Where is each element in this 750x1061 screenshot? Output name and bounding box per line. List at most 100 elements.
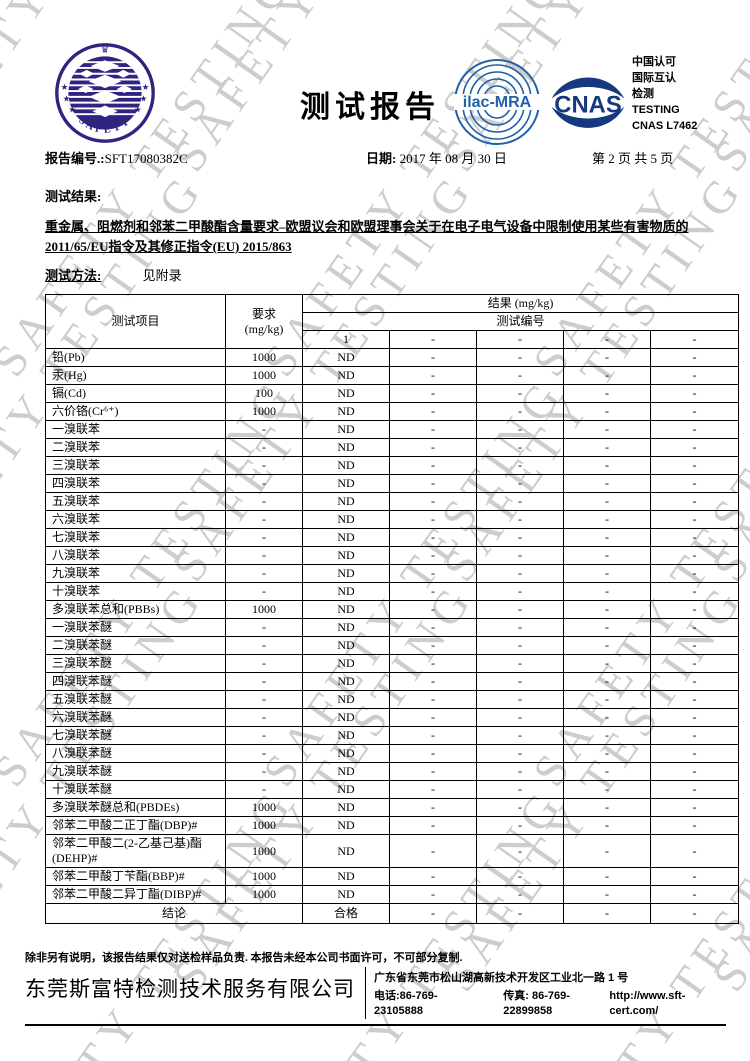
result-cell: -: [476, 456, 564, 475]
result-cell: ND: [302, 456, 390, 475]
result-cell: -: [389, 384, 477, 403]
svg-text:★: ★: [61, 83, 69, 93]
test-number-cell: -: [389, 330, 477, 349]
report-number-value: SFT17080382C: [104, 151, 188, 166]
result-cell: ND: [302, 528, 390, 547]
test-item-cell: 六溴联苯醚: [45, 708, 226, 727]
test-item-cell: 铅(Pb): [45, 348, 226, 367]
requirement-cell: -: [225, 474, 303, 493]
requirement-cell: -: [225, 564, 303, 583]
test-item-cell: 八溴联苯: [45, 546, 226, 565]
result-cell: -: [563, 798, 651, 817]
result-cell: -: [649, 348, 740, 367]
result-cell: -: [649, 708, 740, 727]
test-item-cell: 邻苯二甲酸二异丁酯(DIBP)#: [45, 885, 226, 904]
result-cell: -: [389, 867, 477, 886]
test-number-cell: -: [563, 330, 651, 349]
result-cell: -: [476, 546, 564, 565]
result-cell: ND: [302, 690, 390, 709]
requirement-cell: 1000: [225, 798, 303, 817]
result-cell: -: [563, 582, 651, 601]
result-cell: -: [389, 366, 477, 385]
standard-statement: 重金属、阻燃剂和邻苯二甲酸酯含量要求–欧盟议会和欧盟理事会关于在电子电气设备中限…: [45, 217, 693, 257]
result-cell: -: [389, 690, 477, 709]
accreditation-line: 中国认可: [632, 56, 676, 68]
table-row: 十溴联苯醚 - ND - - - -: [45, 780, 740, 799]
table-row: 邻苯二甲酸二正丁酯(DBP)# 1000 ND - - - -: [45, 816, 740, 835]
result-cell: -: [476, 438, 564, 457]
result-cell: -: [563, 456, 651, 475]
standard-line: 重金属、阻燃剂和邻苯二甲酸酯含量要求–欧盟议会和欧盟理事会关于在电子电气设备中限…: [45, 219, 689, 234]
conclusion-cell: -: [476, 903, 564, 924]
conclusion-cell: 合格: [302, 903, 390, 924]
result-cell: ND: [302, 402, 390, 421]
table-row: 三溴联苯醚 - ND - - - -: [45, 654, 740, 673]
result-cell: ND: [302, 834, 390, 868]
requirement-cell: -: [225, 726, 303, 745]
table-row: 一溴联苯 - ND - - - -: [45, 420, 740, 439]
accreditation-line: 检测: [632, 88, 654, 100]
result-cell: -: [649, 744, 740, 763]
result-cell: -: [563, 726, 651, 745]
result-cell: -: [649, 816, 740, 835]
table-row: 九溴联苯 - ND - - - -: [45, 564, 740, 583]
table-row: 二溴联苯醚 - ND - - - -: [45, 636, 740, 655]
table-row: 一溴联苯醚 - ND - - - -: [45, 618, 740, 637]
result-cell: ND: [302, 366, 390, 385]
result-cell: -: [389, 528, 477, 547]
result-cell: -: [649, 600, 740, 619]
accreditation-line: CNAS L7462: [632, 120, 698, 132]
disclaimer-note: 除非另有说明，该报告结果仅对送检样品负责. 本报告未经本公司书面许可，不可部分复…: [25, 952, 463, 964]
table-row: 邻苯二甲酸丁苄酯(BBP)# 1000 ND - - - -: [45, 867, 740, 886]
requirement-cell: 1000: [225, 348, 303, 367]
table-row: 四溴联苯醚 - ND - - - -: [45, 672, 740, 691]
requirement-cell: -: [225, 510, 303, 529]
result-cell: -: [649, 366, 740, 385]
result-cell: -: [476, 744, 564, 763]
result-cell: -: [563, 546, 651, 565]
result-cell: -: [389, 708, 477, 727]
result-cell: -: [389, 834, 477, 868]
result-cell: ND: [302, 384, 390, 403]
result-cell: -: [476, 492, 564, 511]
ilac-mra-logo: ilac-MRA: [452, 57, 542, 152]
result-cell: ND: [302, 510, 390, 529]
date-label: 日期:: [366, 151, 397, 166]
result-cell: -: [649, 726, 740, 745]
requirement-cell: 1000: [225, 834, 303, 868]
result-cell: -: [389, 654, 477, 673]
result-cell: -: [389, 744, 477, 763]
result-cell: -: [649, 564, 740, 583]
result-cell: -: [389, 780, 477, 799]
requirement-cell: 1000: [225, 816, 303, 835]
result-cell: -: [389, 492, 477, 511]
result-cell: ND: [302, 762, 390, 781]
company-website: http://www.sft-cert.com/: [609, 990, 686, 1017]
result-cell: ND: [302, 744, 390, 763]
footer-divider: [365, 967, 366, 1019]
result-cell: -: [563, 474, 651, 493]
result-cell: -: [389, 618, 477, 637]
result-cell: -: [649, 546, 740, 565]
svg-text:★: ★: [140, 95, 148, 105]
result-cell: -: [476, 885, 564, 904]
test-item-cell: 二溴联苯醚: [45, 636, 226, 655]
test-method-value: 见附录: [142, 268, 182, 283]
table-row: 汞(Hg) 1000 ND - - - -: [45, 366, 740, 385]
result-cell: ND: [302, 420, 390, 439]
test-method-label: 测试方法:: [45, 268, 102, 283]
result-cell: -: [476, 618, 564, 637]
test-item-cell: 多溴联苯醚总和(PBDEs): [45, 798, 226, 817]
result-cell: ND: [302, 474, 390, 493]
test-item-cell: 一溴联苯: [45, 420, 226, 439]
test-method-row: 测试方法: 见附录: [45, 265, 182, 284]
table-row: 四溴联苯 - ND - - - -: [45, 474, 740, 493]
test-item-cell: 四溴联苯醚: [45, 672, 226, 691]
requirement-cell: 100: [225, 384, 303, 403]
result-cell: -: [563, 564, 651, 583]
result-cell: -: [476, 402, 564, 421]
result-cell: ND: [302, 885, 390, 904]
svg-text:★: ★: [142, 83, 150, 93]
